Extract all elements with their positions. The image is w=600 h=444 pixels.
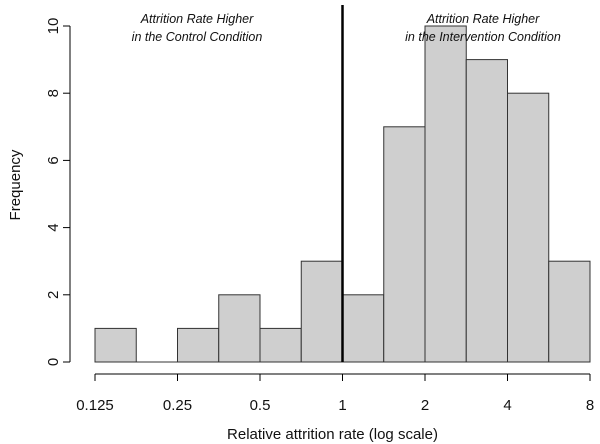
x-tick-label-5: 4 [503,397,511,414]
bar-7 [383,126,426,363]
annotation-left-line1: Attrition Rate Higher [140,12,254,26]
y-tick-label-4: 8 [45,89,62,97]
bar-6 [342,294,385,363]
x-tick-label-2: 0.5 [250,397,271,414]
bar-4 [259,327,302,363]
bar-0 [94,327,137,363]
bar-8 [424,25,467,363]
x-tick-label-6: 8 [586,397,594,414]
annotation-right-line1: Attrition Rate Higher [426,12,540,26]
y-tick-label-0: 0 [45,358,62,366]
y-tick-label-2: 4 [45,223,62,231]
y-tick-label-3: 6 [45,156,62,164]
bars [94,25,591,363]
bar-2 [177,327,220,363]
bar-5 [300,260,343,363]
annotation-left-line2: in the Control Condition [132,30,263,44]
x-axis-title: Relative attrition rate (log scale) [227,426,438,443]
x-tick-label-4: 2 [421,397,429,414]
bar-10 [507,92,550,363]
x-tick-label-1: 0.25 [163,397,192,414]
axes: 0 2 4 6 8 10 0.125 0.25 0.5 1 2 4 8 [45,18,594,414]
x-tick-label-0: 0.125 [76,397,114,414]
bar-3 [218,294,261,363]
x-tick-label-3: 1 [338,397,346,414]
y-axis-title: Frequency [7,149,24,220]
bar-11 [548,260,591,363]
annotation-right-line2: in the Intervention Condition [405,30,561,44]
y-tick-label-5: 10 [45,18,62,35]
bar-9 [465,59,508,363]
y-tick-label-1: 2 [45,291,62,299]
